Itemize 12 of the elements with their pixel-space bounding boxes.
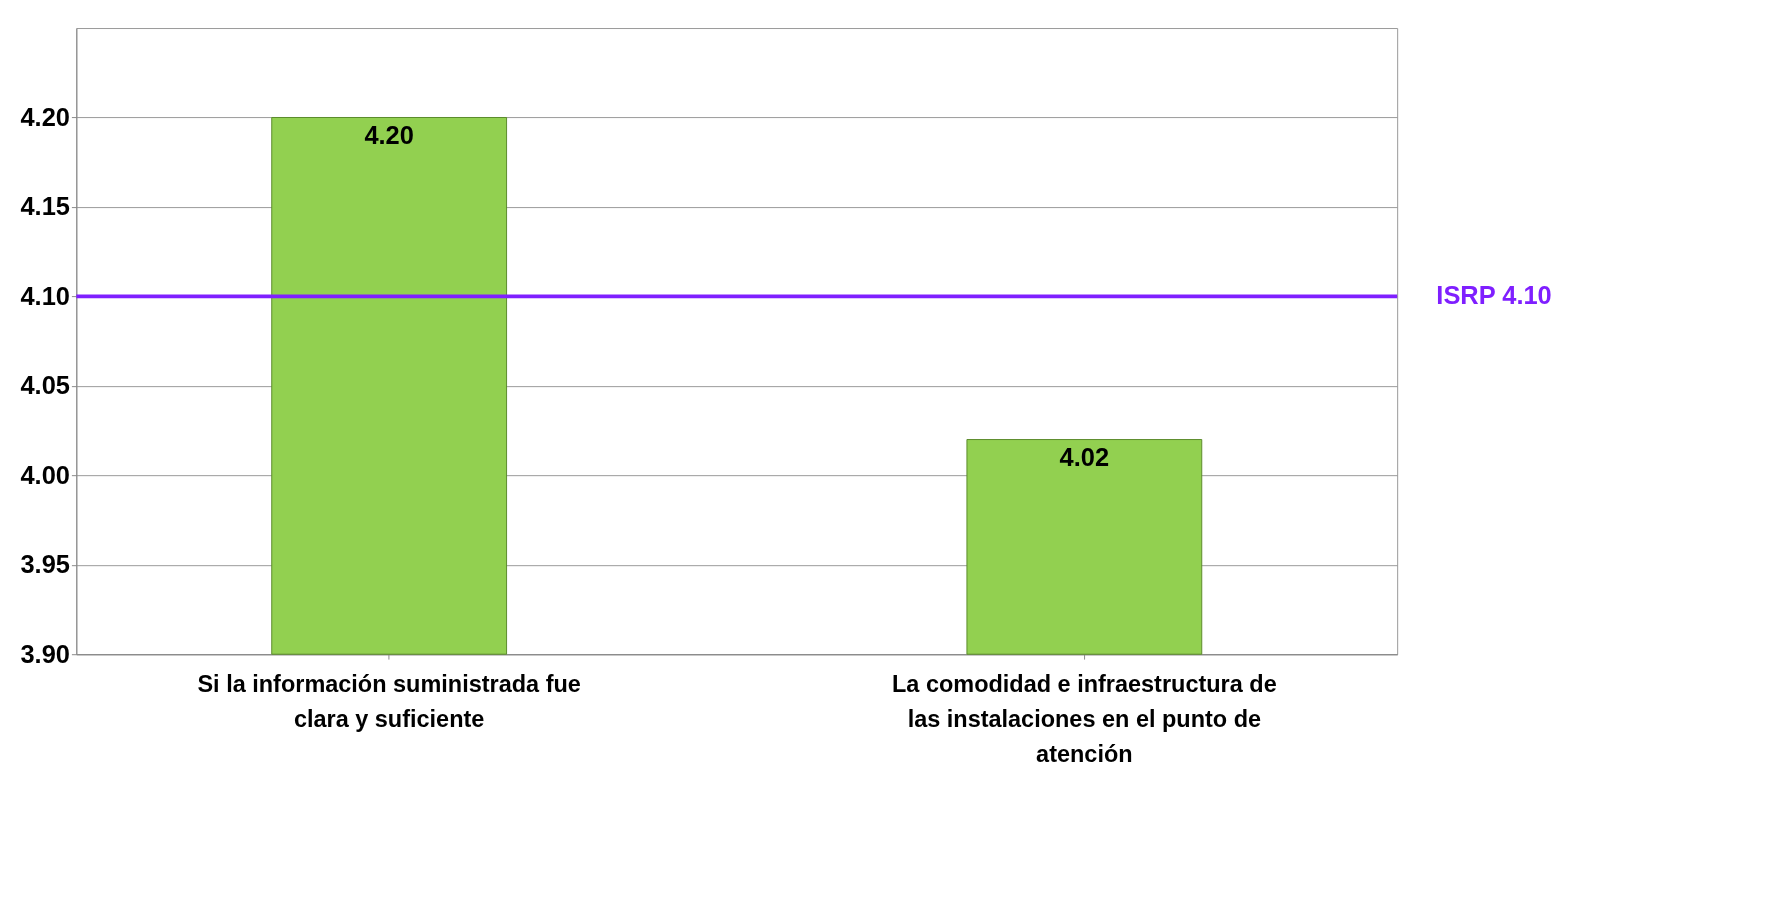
y-tick-label: 4.05 [20, 371, 70, 400]
y-tick-label: 4.10 [20, 281, 70, 310]
y-tick-label: 4.15 [20, 192, 70, 221]
y-tick-label: 4.20 [20, 102, 70, 131]
y-tick-label: 3.95 [20, 550, 70, 579]
ref-line-label: ISRP 4.10 [1436, 281, 1552, 310]
y-tick-label: 4.00 [20, 460, 70, 489]
data-label: 4.20 [364, 120, 414, 149]
data-label: 4.02 [1059, 442, 1110, 471]
x-tick-label: Si la información suministrada fue clara y suficiente [197, 670, 581, 733]
y-tick-label: 3.90 [20, 639, 70, 668]
x-tick-label: La comodidad e infraestructura de las instalaciones en el punto de atención [891, 670, 1277, 768]
